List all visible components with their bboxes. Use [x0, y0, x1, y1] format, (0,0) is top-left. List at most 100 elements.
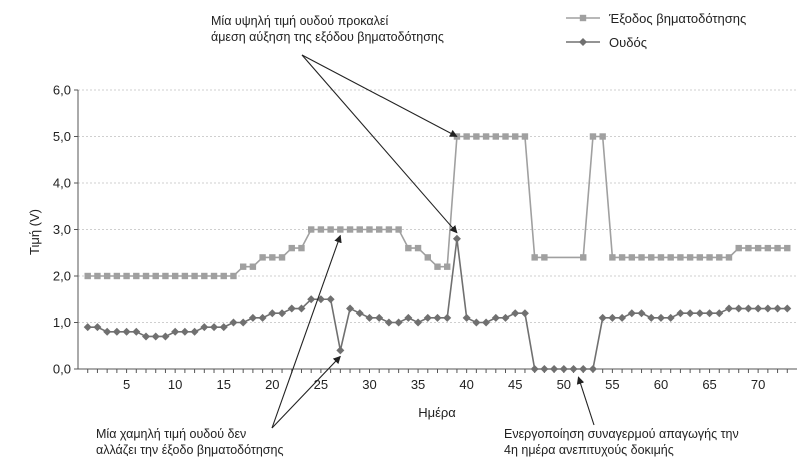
data-point — [501, 313, 510, 322]
data-point — [638, 254, 645, 261]
data-point — [452, 234, 461, 243]
data-point — [472, 318, 481, 327]
x-tick-label: 45 — [508, 377, 522, 392]
data-point — [667, 254, 674, 261]
x-tick-label: 60 — [654, 377, 668, 392]
series-1 — [84, 133, 791, 280]
data-point — [695, 309, 704, 318]
data-point — [462, 313, 471, 322]
data-point — [744, 304, 753, 313]
data-point — [716, 254, 723, 261]
data-point — [356, 226, 363, 233]
annotation-text: Μία χαμηλή τιμή ουδού δεν αλλάζει την έξο… — [96, 427, 283, 457]
data-point — [162, 272, 169, 280]
data-point — [657, 254, 665, 261]
y-tick-label: 3,0 — [53, 222, 71, 237]
data-point — [180, 327, 189, 336]
annotation-text: Μία υψηλή τιμή ουδού προκαλεί άμεση αύξησ… — [211, 14, 444, 44]
data-point — [122, 327, 131, 336]
y-axis-label: Τιμή (V) — [27, 209, 42, 255]
y-tick-label: 1,0 — [53, 315, 71, 330]
data-point — [269, 254, 276, 261]
data-point — [230, 272, 237, 280]
data-point — [754, 304, 763, 313]
data-point — [112, 327, 121, 336]
data-point — [598, 313, 607, 322]
data-point — [725, 254, 733, 261]
legend-label: Ουδός — [609, 35, 647, 50]
data-point — [123, 272, 130, 280]
data-point — [580, 254, 587, 261]
y-tick-label: 2,0 — [53, 269, 71, 284]
data-point — [395, 226, 402, 233]
data-point — [404, 313, 413, 322]
data-point — [171, 272, 179, 280]
data-point — [696, 254, 704, 261]
data-point — [288, 244, 295, 252]
data-point — [210, 272, 218, 280]
data-point — [511, 309, 520, 318]
data-point — [366, 226, 373, 233]
data-point — [423, 313, 432, 322]
data-point — [278, 309, 287, 318]
x-tick-label: 25 — [314, 377, 328, 392]
x-tick-label: 40 — [459, 377, 473, 392]
data-point — [609, 254, 616, 261]
x-axis-label: Ημέρα — [418, 405, 456, 420]
data-point — [677, 254, 684, 261]
data-point — [307, 295, 316, 304]
data-point — [579, 365, 588, 373]
data-point — [142, 332, 151, 341]
data-point — [337, 226, 344, 233]
data-point — [520, 309, 529, 318]
data-point — [618, 254, 626, 261]
data-point — [599, 133, 606, 140]
data-point — [133, 272, 140, 280]
data-point — [219, 323, 228, 332]
data-point — [686, 254, 694, 261]
data-point — [258, 313, 267, 322]
data-point — [676, 309, 685, 318]
data-point — [375, 313, 384, 322]
annotation-1: Μία υψηλή τιμή ουδού προκαλεί άμεση αύξησ… — [211, 14, 458, 234]
annotation-arrow — [576, 376, 595, 426]
data-point — [502, 133, 509, 140]
data-point — [589, 133, 597, 140]
x-tick-label: 70 — [751, 377, 765, 392]
data-point — [569, 365, 578, 373]
series-line — [87, 135, 788, 277]
data-point — [94, 272, 101, 280]
data-point — [83, 323, 92, 332]
data-point — [541, 254, 548, 261]
data-point — [763, 304, 772, 313]
series — [83, 133, 792, 373]
data-point — [608, 313, 617, 322]
data-point — [93, 323, 102, 332]
grid — [78, 89, 797, 323]
data-point — [326, 295, 335, 304]
data-point — [220, 272, 227, 280]
data-point — [745, 244, 752, 252]
data-point — [559, 365, 568, 373]
x-tick-label: 20 — [265, 377, 279, 392]
data-point — [735, 244, 742, 252]
data-point — [706, 254, 713, 261]
y-tick-label: 0,0 — [53, 362, 71, 377]
data-point — [298, 244, 305, 252]
data-point — [666, 313, 675, 322]
x-tick-label: 55 — [605, 377, 619, 392]
x-tick-label: 30 — [362, 377, 376, 392]
data-point — [161, 332, 170, 341]
data-point — [346, 304, 355, 313]
data-point — [405, 244, 412, 252]
annotation-arrow — [271, 234, 342, 429]
data-point — [191, 272, 198, 280]
data-point — [784, 244, 791, 252]
x-tick-label: 35 — [411, 377, 425, 392]
data-point — [424, 254, 431, 261]
data-point — [229, 318, 238, 327]
data-point — [365, 313, 374, 322]
data-point — [628, 254, 636, 261]
data-point — [201, 272, 208, 280]
data-point — [433, 313, 442, 322]
